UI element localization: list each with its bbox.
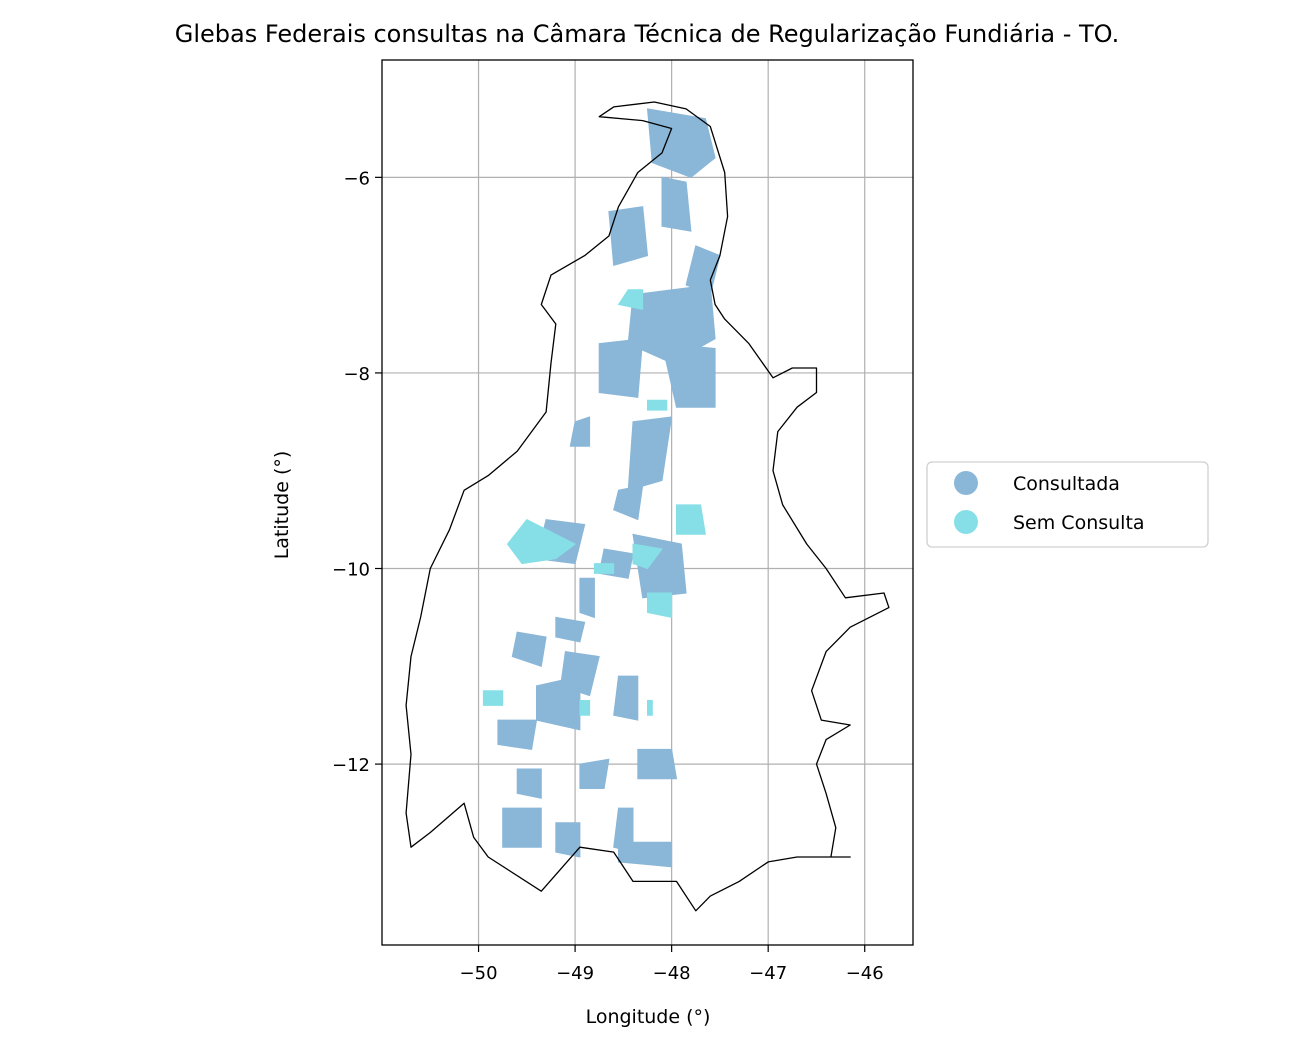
gleba-consultada [598, 338, 644, 398]
x-tick-label: −49 [556, 963, 594, 984]
gleba-consultada [579, 758, 610, 789]
gleba-consultada [579, 577, 595, 619]
legend-label-sem-consulta: Sem Consulta [1013, 512, 1145, 534]
x-tick-label: −50 [460, 963, 498, 984]
gleba-consultada [613, 484, 644, 521]
grid-lines [382, 60, 913, 945]
gleba-sem-consulta [647, 399, 668, 411]
gleba-consultada [502, 807, 542, 848]
x-tick-label: −47 [749, 963, 787, 984]
y-tick-label: −10 [332, 560, 370, 581]
gleba-sem-consulta [647, 592, 673, 619]
y-axis-label: Latitude (°) [271, 451, 293, 560]
x-tick-label: −46 [846, 963, 884, 984]
gleba-consultada [646, 108, 716, 178]
gleba-sem-consulta [482, 690, 504, 706]
gleba-consultada [618, 841, 673, 868]
gleba-sem-consulta [617, 289, 644, 311]
gleba-consultada [555, 822, 581, 858]
gleba-consultada [613, 675, 639, 721]
gleba-consultada [608, 206, 649, 267]
legend: Consultada Sem Consulta [926, 461, 1209, 548]
gleba-sem-consulta [676, 504, 706, 535]
legend-marker-consultada [954, 471, 978, 495]
gleba-consultada [511, 631, 547, 667]
y-tick-label: −12 [332, 755, 370, 776]
gleba-sem-consulta [506, 518, 577, 565]
gleba-consultada [516, 768, 542, 799]
x-axis-label: Longitude (°) [586, 1006, 711, 1028]
legend-marker-sem-consulta [954, 510, 978, 534]
gleba-consultada [661, 343, 716, 408]
gleba-sem-consulta [632, 543, 663, 570]
x-tick-label: −48 [653, 963, 691, 984]
gleba-sem-consulta [647, 700, 653, 716]
gleba-consultada [661, 176, 692, 232]
axes-frame [381, 59, 914, 946]
legend-frame [926, 461, 1209, 548]
map-plot-area [405, 101, 890, 912]
legend-label-consultada: Consultada [1013, 473, 1120, 495]
gleba-consultada [536, 675, 581, 731]
gleba-consultada [497, 719, 538, 750]
gleba-consultada [555, 616, 586, 643]
y-tick-label: −8 [343, 364, 370, 385]
state-outline [405, 101, 890, 912]
y-tick-label: −6 [343, 168, 370, 189]
chart-title: Glebas Federais consultas na Câmara Técn… [175, 20, 1119, 48]
gleba-consultada [627, 416, 673, 491]
gleba-consultada [569, 416, 591, 447]
axis-ticks: −50 −49 −48 −47 −46 −6 −8 −10 −12 [332, 168, 884, 984]
gleba-sem-consulta [593, 563, 615, 574]
gleba-sem-consulta [579, 700, 591, 716]
gleba-consultada [637, 748, 678, 780]
